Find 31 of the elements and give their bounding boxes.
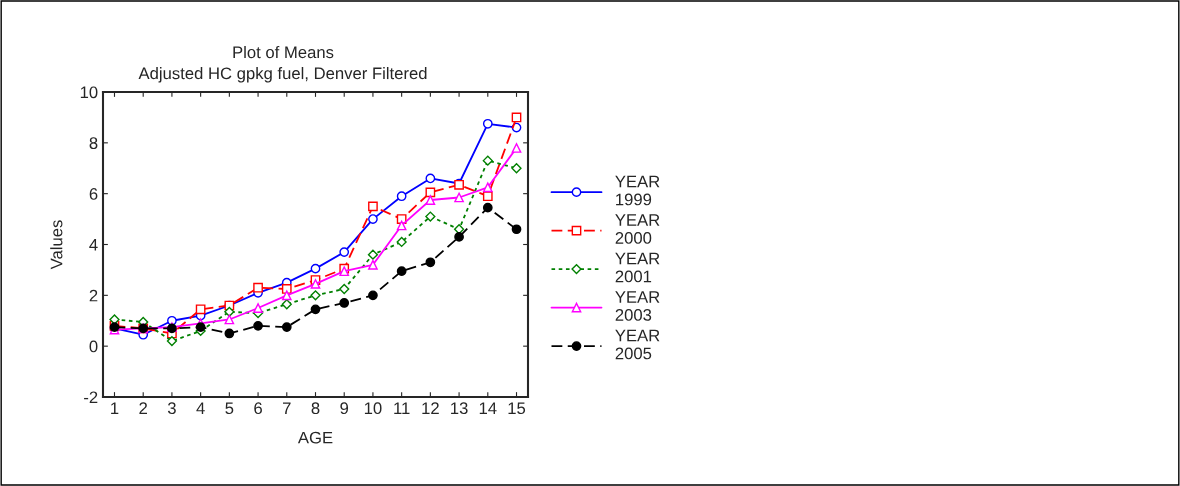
y-tick-label: 10 [80, 86, 98, 99]
x-tick-label: 15 [508, 402, 526, 415]
y-axis-title: Values [50, 220, 63, 270]
y-tick-label: 6 [89, 188, 98, 200]
x-axis-title: AGE [297, 431, 333, 444]
y-tick-label: 0 [89, 340, 98, 353]
x-tick-label: 12 [422, 402, 439, 414]
legend-label: YEAR 2003 [615, 291, 660, 321]
x-tick-label: 11 [394, 402, 410, 414]
x-tick-label: 14 [479, 402, 497, 414]
legend-label: YEAR 2005 [615, 329, 660, 360]
x-tick-label: 7 [283, 402, 291, 414]
legend-label: YEAR 1999 [615, 175, 660, 206]
x-tick-label: 5 [225, 402, 234, 415]
x-tick-label: 3 [167, 402, 176, 415]
y-tick-label: -2 [84, 391, 98, 404]
x-tick-label: 4 [196, 402, 205, 414]
x-tick-label: 1 [111, 402, 119, 414]
chart-subtitle: Adjusted HC gpkg fuel, Denver Filtered [138, 67, 427, 83]
y-tick-label: 2 [89, 289, 98, 302]
x-tick-label: 2 [139, 402, 147, 414]
chart-title: Plot of Means [233, 45, 334, 59]
legend-label: YEAR 2000 [615, 214, 660, 244]
y-tick-label: 4 [89, 239, 98, 251]
legend-label: YEAR 2001 [615, 252, 660, 283]
x-tick-label: 10 [364, 402, 382, 415]
x-tick-label: 8 [311, 402, 320, 415]
x-tick-label: 6 [254, 402, 262, 415]
x-tick-label: 13 [451, 402, 468, 415]
x-tick-label: 9 [340, 402, 349, 415]
y-tick-label: 8 [89, 137, 98, 150]
